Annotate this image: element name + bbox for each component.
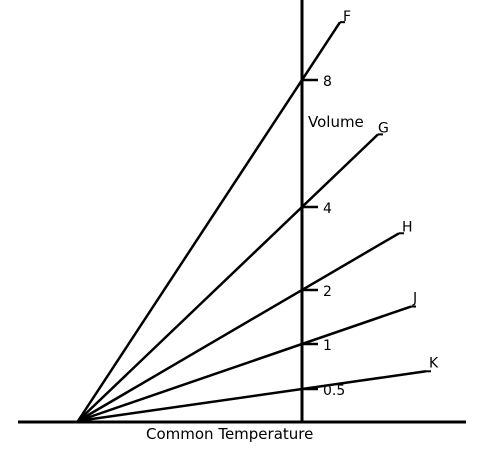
line-label-k: K [429, 355, 439, 371]
line-label-h: H [402, 219, 413, 235]
tick-label: 8 [323, 74, 332, 90]
line-h [77, 232, 400, 423]
line-j [77, 305, 412, 423]
line-label-f: F [343, 9, 351, 25]
line-f [76, 21, 342, 422]
tick-label: 0.5 [323, 383, 345, 399]
temperature-axis-label: Common Temperature [146, 425, 313, 443]
line-label-j: J [412, 291, 417, 307]
tick-label: 1 [323, 338, 332, 354]
line-k [77, 370, 427, 423]
lines-layer: F G H J K [76, 9, 439, 423]
tick-label: 4 [323, 201, 332, 217]
volume-axis-label: Volume [308, 113, 364, 131]
line-g [77, 133, 379, 422]
ticks-layer: 8 4 2 1 0.5 [302, 74, 345, 399]
tick-label: 2 [323, 284, 332, 300]
line-label-g: G [378, 120, 389, 136]
